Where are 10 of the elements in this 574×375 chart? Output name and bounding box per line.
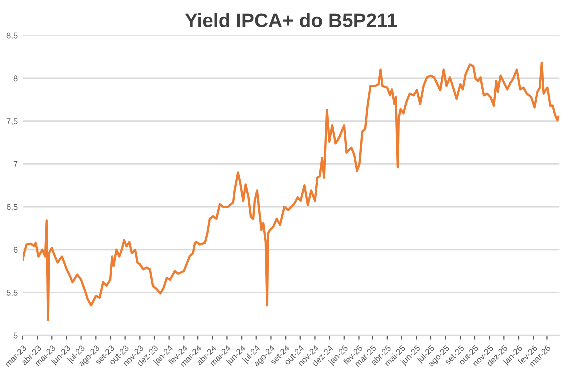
y-tick-label: 6 <box>14 247 18 254</box>
y-tick-label: 8 <box>14 76 18 82</box>
y-tick-label: 6,5 <box>6 204 18 212</box>
y-tick-label: 7,5 <box>6 118 18 126</box>
y-tick-label: 5,5 <box>6 290 18 297</box>
line-series <box>22 62 560 322</box>
y-tick-label: 5 <box>14 332 18 339</box>
y-tick-label: 8,5 <box>6 32 18 40</box>
chart-title: Yield IPCA+ do B5P211 <box>185 13 398 28</box>
y-tick-label: 7 <box>14 161 18 168</box>
